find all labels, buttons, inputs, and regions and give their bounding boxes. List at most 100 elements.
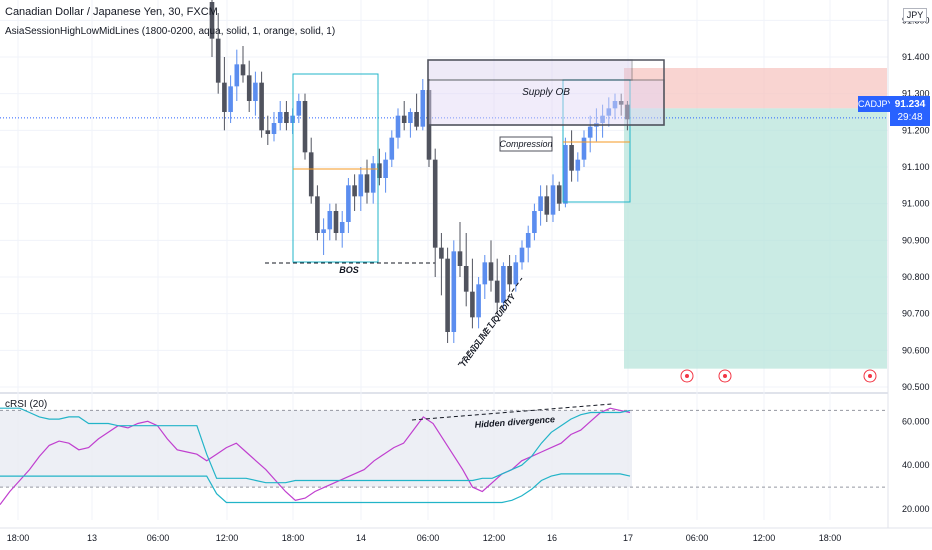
rsi-label: cRSI (20) xyxy=(5,399,48,410)
bos-label: BOS xyxy=(339,265,359,275)
candle-down xyxy=(302,101,308,153)
candle-up xyxy=(501,266,506,303)
rsi-pane[interactable]: Hidden divergence xyxy=(0,403,888,505)
time-tick-label: 14 xyxy=(356,533,366,543)
crsi-line xyxy=(0,407,631,505)
candle-down xyxy=(240,64,246,76)
candle-down xyxy=(544,196,550,215)
price-tick-label: 90.700 xyxy=(902,309,930,319)
candle-up xyxy=(612,101,618,109)
candle-down xyxy=(377,163,382,178)
last-price-value: 91.234 xyxy=(894,99,926,110)
last-price-tag: 91.234 29:48 xyxy=(890,96,930,126)
candle-up xyxy=(476,284,481,318)
candle-down xyxy=(625,104,630,120)
price-tick-label: 91.300 xyxy=(902,89,930,99)
take-profit-zone xyxy=(624,108,887,369)
candle-down xyxy=(222,82,227,112)
candle-up xyxy=(532,211,537,233)
candle-up xyxy=(600,115,605,123)
candle-down xyxy=(401,115,407,123)
time-tick-label: 06:00 xyxy=(686,533,709,543)
candle-down xyxy=(494,280,500,303)
candle-up xyxy=(370,163,376,193)
candle-down xyxy=(308,152,314,197)
candle-down xyxy=(439,247,444,259)
time-tick-label: 12:00 xyxy=(483,533,506,543)
candle-down xyxy=(352,185,357,197)
candle-down xyxy=(463,266,469,292)
price-axis-bg xyxy=(888,0,932,550)
rsi-tick-label: 60.000 xyxy=(902,416,930,426)
candle-up xyxy=(482,262,488,285)
price-tick-label: 90.900 xyxy=(902,235,930,245)
candle-up xyxy=(277,112,283,123)
candle-down xyxy=(507,266,512,285)
candle-up xyxy=(525,233,531,248)
candle-up xyxy=(271,123,277,134)
rsi-tick-label: 40.000 xyxy=(902,460,930,470)
candle-down xyxy=(265,130,271,134)
candle-up xyxy=(234,64,240,87)
candle-up xyxy=(327,211,333,230)
candle-up xyxy=(253,82,258,101)
candle-up xyxy=(228,86,233,112)
time-tick-label: 13 xyxy=(87,533,97,543)
candle-down xyxy=(315,196,320,233)
candle-up xyxy=(420,90,426,127)
candle-down xyxy=(259,82,264,131)
candle-down xyxy=(215,38,221,83)
time-tick-label: 16 xyxy=(547,533,557,543)
compression-label: Compression xyxy=(499,139,552,149)
candle-up xyxy=(296,101,302,116)
candle-up xyxy=(581,137,587,160)
crsi-upper-band xyxy=(0,407,631,484)
rsi-tick-label: 20.000 xyxy=(902,504,930,514)
candle-up xyxy=(563,145,568,204)
candle-up xyxy=(451,251,457,332)
time-tick-label: 12:00 xyxy=(753,533,776,543)
candle-down xyxy=(618,101,624,105)
asia-session-box xyxy=(292,73,379,263)
candle-up xyxy=(408,112,413,123)
pane-separator xyxy=(0,392,888,394)
price-tick-label: 91.400 xyxy=(902,52,930,62)
time-tick-label: 06:00 xyxy=(147,533,170,543)
candle-up xyxy=(550,185,556,215)
time-tick-label: 18:00 xyxy=(819,533,842,543)
candle-down xyxy=(414,112,419,127)
currency-badge[interactable]: JPY xyxy=(903,8,927,22)
candle-up xyxy=(587,126,593,138)
economic-event-dot xyxy=(723,374,727,378)
candle-down xyxy=(488,262,494,281)
ticker-tag: CADJPY xyxy=(858,96,894,112)
position-zones xyxy=(0,68,888,369)
candle-down xyxy=(457,251,463,266)
candle-down xyxy=(209,2,215,39)
candle-up xyxy=(606,108,612,116)
candle-up xyxy=(339,222,345,233)
price-tick-label: 91.100 xyxy=(902,162,930,172)
bar-countdown: 29:48 xyxy=(897,112,923,123)
candle-down xyxy=(569,145,574,171)
divergence-line xyxy=(411,403,613,421)
asia-session-box xyxy=(562,79,631,203)
candle-up xyxy=(513,262,519,285)
supply-ob-label: Supply OB xyxy=(522,87,570,98)
supply-ob-top xyxy=(427,59,633,81)
candle-down xyxy=(432,159,438,248)
compression-box xyxy=(499,136,553,152)
time-tick-label: 17 xyxy=(623,533,633,543)
price-tick-label: 90.800 xyxy=(902,272,930,282)
crsi-lower-band xyxy=(0,473,631,504)
price-tick-label: 90.600 xyxy=(902,345,930,355)
supply-ob-outline xyxy=(427,59,665,126)
trendline-label: TRENDLINE LIQUIDITY xyxy=(459,292,518,369)
time-tick-label: 18:00 xyxy=(282,533,305,543)
candle-up xyxy=(321,229,326,233)
candles-layer[interactable] xyxy=(209,0,630,343)
candle-up xyxy=(395,115,401,138)
time-tick-label: 18:00 xyxy=(7,533,30,543)
